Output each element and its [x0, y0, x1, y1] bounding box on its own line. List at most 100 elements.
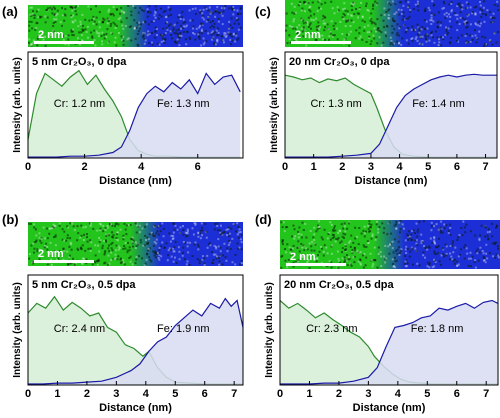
speckle-dot	[433, 265, 436, 268]
speckle-dot	[142, 244, 145, 247]
speckle-dot	[233, 22, 236, 25]
speckle-dot	[168, 24, 170, 27]
speckle-dot	[434, 30, 437, 33]
speckle-dot	[229, 33, 232, 35]
speckle-dot	[157, 252, 159, 255]
speckle-dot	[207, 32, 210, 35]
speckle-dot	[408, 10, 411, 13]
speckle-dot	[102, 230, 105, 233]
speckle-dot	[433, 225, 436, 228]
speckle-dot	[30, 222, 32, 225]
speckle-dot	[228, 20, 231, 23]
speckle-dot	[47, 7, 49, 10]
speckle-dot	[150, 260, 153, 263]
speckle-dot	[298, 24, 301, 27]
speckle-dot	[48, 227, 51, 230]
speckle-dot	[30, 14, 33, 17]
speckle-dot	[464, 34, 467, 37]
speckle-dot	[239, 8, 242, 10]
speckle-dot	[182, 21, 185, 24]
speckle-dot	[40, 241, 43, 244]
speckle-dot	[77, 25, 80, 28]
speckle-dot	[214, 15, 217, 18]
x-tick-label: 6	[195, 161, 201, 173]
speckle-dot	[172, 250, 175, 253]
speckle-dot	[192, 25, 195, 28]
speckle-dot	[156, 42, 159, 45]
speckle-dot	[282, 221, 285, 224]
speckle-dot	[338, 229, 341, 232]
speckle-dot	[30, 44, 32, 47]
speckle-dot	[157, 257, 160, 259]
cr-annotation: Cr: 1.2 nm	[54, 98, 105, 110]
speckle-dot	[302, 229, 305, 231]
speckle-dot	[67, 43, 70, 46]
speckle-dot	[395, 227, 398, 230]
speckle-dot	[414, 247, 417, 250]
speckle-dot	[404, 265, 407, 268]
speckle-dot	[418, 264, 421, 267]
speckle-dot	[122, 43, 125, 46]
speckle-dot	[453, 12, 456, 15]
speckle-dot	[445, 245, 448, 248]
speckle-dot	[311, 241, 314, 244]
speckle-dot	[393, 238, 396, 241]
speckle-dot	[442, 253, 445, 256]
speckle-dot	[330, 266, 333, 269]
speckle-dot	[229, 34, 232, 37]
speckle-dot	[203, 264, 206, 266]
speckle-dot	[53, 13, 56, 16]
speckle-dot	[63, 239, 65, 242]
speckle-dot	[31, 13, 34, 16]
speckle-dot	[172, 237, 175, 240]
speckle-dot	[230, 6, 233, 9]
speckle-dot	[496, 4, 499, 7]
speckle-dot	[369, 252, 372, 255]
speckle-dot	[38, 236, 41, 239]
speckle-dot	[199, 237, 202, 240]
speckle-dot	[420, 43, 423, 46]
speckle-dot	[170, 255, 173, 258]
speckle-dot	[333, 236, 336, 239]
speckle-dot	[192, 27, 194, 30]
speckle-dot	[375, 223, 378, 226]
speckle-dot	[310, 249, 313, 252]
speckle-dot	[350, 234, 353, 237]
speckle-dot	[450, 9, 453, 12]
speckle-dot	[188, 264, 191, 266]
speckle-dot	[216, 255, 218, 258]
speckle-dot	[106, 22, 109, 25]
speckle-dot	[209, 12, 212, 15]
speckle-dot	[469, 23, 472, 26]
speckle-dot	[391, 263, 394, 265]
speckle-dot	[80, 234, 83, 237]
speckle-dot	[230, 43, 233, 46]
speckle-dot	[82, 29, 85, 32]
speckle-dot	[93, 29, 96, 32]
speckle-dot	[49, 227, 52, 230]
speckle-dot	[494, 226, 497, 229]
speckle-dot	[440, 21, 443, 24]
speckle-dot	[317, 21, 320, 24]
speckle-dot	[330, 224, 333, 226]
speckle-dot	[189, 37, 192, 40]
speckle-dot	[56, 9, 59, 12]
speckle-dot	[115, 238, 118, 241]
speckle-dot	[401, 18, 404, 21]
speckle-dot	[347, 13, 350, 16]
speckle-dot	[95, 30, 98, 33]
speckle-dot	[343, 2, 346, 5]
speckle-dot	[482, 255, 485, 258]
speckle-dot	[73, 228, 76, 231]
speckle-dot	[379, 250, 382, 253]
speckle-dot	[42, 226, 45, 229]
speckle-dot	[471, 11, 474, 13]
speckle-dot	[75, 13, 78, 16]
speckle-dot	[237, 37, 240, 40]
speckle-dot	[322, 22, 325, 25]
speckle-dot	[322, 19, 325, 22]
panel-label: (a)	[2, 4, 18, 19]
speckle-dot	[117, 255, 120, 258]
